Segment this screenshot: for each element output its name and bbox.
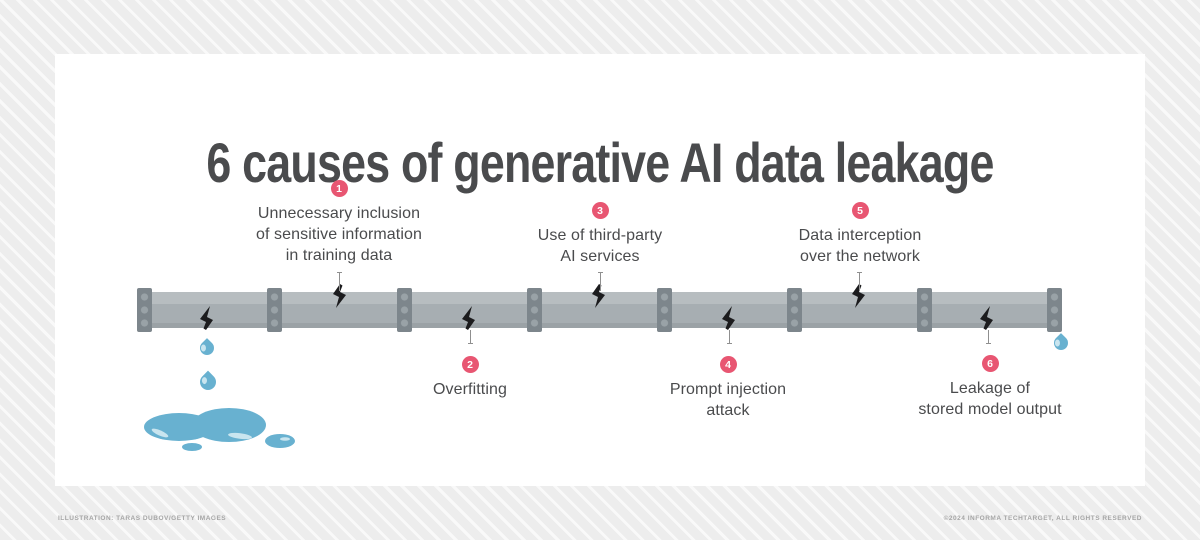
cause-3-label: Use of third-party AI services xyxy=(537,227,663,265)
cause-5: 5 Data interception over the network xyxy=(710,202,1010,267)
cause-6-label: Leakage of stored model output xyxy=(918,380,1062,418)
leader-line xyxy=(468,330,473,344)
credit-text: ILLUSTRATION: TARAS DUBOV/GETTY IMAGES xyxy=(58,515,227,522)
pipe-coupler xyxy=(397,288,412,332)
crack-icon xyxy=(200,306,213,330)
cause-4-label: Prompt injection attack xyxy=(669,381,787,419)
pipe-coupler xyxy=(527,288,542,332)
cause-4: 4 Prompt injection attack xyxy=(578,356,878,421)
cause-5-badge: 5 xyxy=(851,202,869,219)
cause-1-badge: 1 xyxy=(330,180,348,197)
cause-2-badge: 2 xyxy=(461,356,479,373)
pipe-coupler xyxy=(137,288,152,332)
crack-icon xyxy=(722,306,735,330)
pipe-coupler xyxy=(917,288,932,332)
pipe-coupler xyxy=(267,288,282,332)
crack-icon xyxy=(852,284,865,308)
puddle-icon xyxy=(144,408,295,451)
leader-line xyxy=(598,272,603,291)
cause-3: 3 Use of third-party AI services xyxy=(450,202,750,267)
cause-5-label: Data interception over the network xyxy=(798,227,922,265)
crack-icon xyxy=(592,284,605,308)
cause-6: 6 Leakage of stored model output xyxy=(840,355,1140,420)
cause-1: 1 Unnecessary inclusion of sensitive inf… xyxy=(189,180,489,266)
cause-4-badge: 4 xyxy=(719,356,737,373)
copyright-text: ©2024 INFORMA TECHTARGET, ALL RIGHTS RES… xyxy=(943,515,1142,522)
cause-2: 2 Overfitting xyxy=(320,356,620,400)
leader-line xyxy=(857,272,862,291)
leader-line xyxy=(727,330,732,344)
pipe-coupler xyxy=(657,288,672,332)
cause-1-label: Unnecessary inclusion of sensitive infor… xyxy=(255,205,423,264)
crack-icon xyxy=(462,306,475,330)
pipe-coupler xyxy=(1047,288,1062,332)
cause-3-badge: 3 xyxy=(591,202,609,219)
leader-line xyxy=(337,272,342,291)
crack-icon xyxy=(980,306,993,330)
crack-icon xyxy=(333,284,346,308)
cause-6-badge: 6 xyxy=(981,355,999,372)
leader-line xyxy=(986,330,991,344)
cause-2-label: Overfitting xyxy=(432,381,507,398)
pipe-coupler xyxy=(787,288,802,332)
